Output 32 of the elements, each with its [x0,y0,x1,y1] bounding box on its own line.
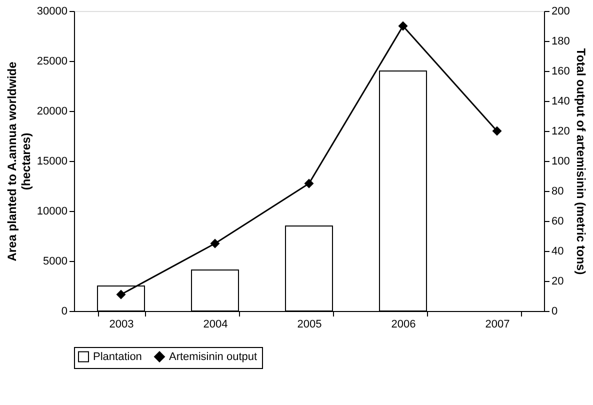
y-tick-label: 0 [61,306,68,318]
x-tick-label: 2007 [485,318,510,330]
y-tick-label: 20000 [36,106,68,118]
y-tick-label: 15000 [36,156,68,168]
y-tick-label: 10000 [36,206,68,218]
y2-axis-title: Total output of artemisinin (metric tons) [574,48,588,275]
y2-tick-label: 120 [552,126,570,138]
legend-label: Artemisinin output [169,350,258,363]
y2-tick-label: 40 [552,246,564,258]
y2-tick-label: 60 [552,216,564,228]
y-tick-label: 25000 [36,56,68,68]
x-tick-label: 2003 [109,318,134,330]
y2-tick-label: 200 [552,6,570,18]
y2-tick-label: 0 [552,306,558,318]
y2-tick-label: 100 [552,156,570,168]
y2-tick-label: 80 [552,186,564,198]
point [210,238,220,248]
y2-tick-label: 160 [552,66,570,78]
x-tick-label: 2004 [203,318,228,330]
point [398,21,408,31]
legend-label: Plantation [93,350,142,363]
x-tick-label: 2005 [297,318,322,330]
point [304,178,314,188]
y2-tick-label: 140 [552,96,570,108]
y-tick-label: 30000 [36,6,68,18]
x-tick-label: 2006 [391,318,416,330]
y2-tick-label: 180 [552,36,570,48]
y2-tick-label: 20 [552,276,564,288]
point [116,290,126,300]
point [492,126,502,136]
y-tick-label: 5000 [43,256,68,268]
y-axis-title: Area planted to A.annua worldwide (hectares) [4,61,33,262]
